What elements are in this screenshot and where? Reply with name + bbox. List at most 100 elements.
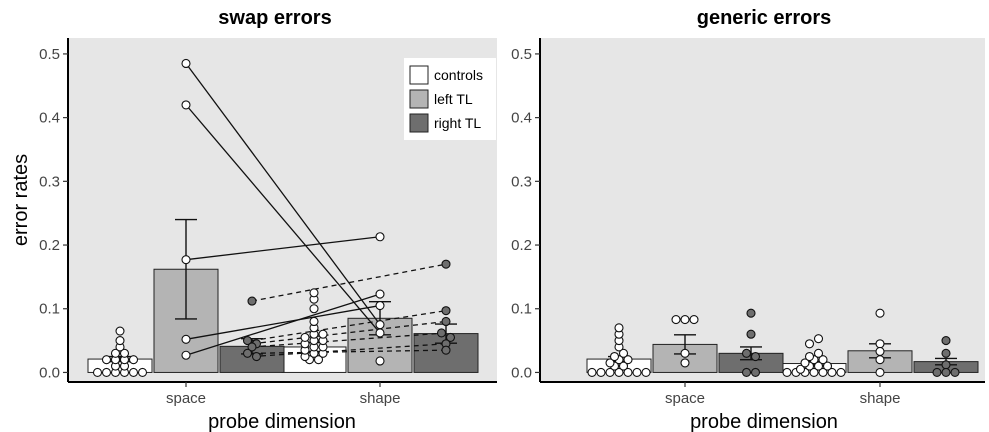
- generic-errors-panel: generic errors probe dimension 0.0 0.1 0.2…: [511, 7, 985, 432]
- data-point: [128, 355, 139, 365]
- data-point: [875, 346, 885, 356]
- y-tick-label: 0.3: [511, 173, 532, 190]
- data-point: [441, 306, 451, 316]
- paired-line: [251, 320, 447, 345]
- data-point: [309, 288, 319, 298]
- data-point: [950, 367, 960, 377]
- data-point: [836, 367, 846, 377]
- data-point: [375, 232, 385, 242]
- data-point: [441, 345, 451, 355]
- panel-title: swap errors: [218, 7, 331, 29]
- data-point: [445, 332, 456, 342]
- plot-background: [540, 38, 985, 382]
- legend-swatch: [409, 89, 429, 109]
- legend-swatch: [409, 113, 429, 133]
- data-point: [181, 334, 191, 344]
- legend-label: right TL: [434, 115, 481, 131]
- data-point: [596, 367, 606, 377]
- data-point: [932, 367, 942, 377]
- data-point: [181, 58, 191, 69]
- data-point: [242, 336, 253, 346]
- y-tick-label: 0.1: [39, 301, 60, 318]
- data-point: [818, 367, 828, 377]
- data-point: [605, 367, 615, 377]
- data-point: [741, 367, 752, 377]
- data-point: [875, 355, 885, 365]
- y-axis-label: error rates: [10, 154, 32, 246]
- panel-title: generic errors: [697, 7, 832, 29]
- data-point: [181, 350, 191, 360]
- data-point: [181, 255, 191, 265]
- data-point: [375, 328, 385, 338]
- data-point: [605, 358, 615, 368]
- data-point: [623, 355, 633, 365]
- data-point: [680, 348, 690, 358]
- data-point: [614, 323, 624, 333]
- data-point: [795, 364, 806, 374]
- x-tick-label: space: [166, 390, 206, 407]
- data-point: [632, 367, 642, 377]
- data-point: [750, 367, 761, 377]
- data-point: [247, 296, 257, 306]
- data-point: [128, 367, 139, 377]
- y-tick-label: 0.3: [39, 173, 60, 190]
- paired-line: [251, 343, 447, 358]
- data-point: [941, 348, 951, 358]
- data-point: [137, 367, 148, 377]
- data-point: [115, 336, 125, 346]
- data-point: [750, 351, 761, 362]
- x-axis-label: probe dimension: [208, 411, 356, 432]
- legend-swatch: [409, 65, 429, 85]
- data-point: [941, 360, 951, 370]
- data-point: [618, 361, 629, 371]
- data-point: [818, 355, 828, 365]
- data-point: [115, 326, 125, 336]
- paired-line: [185, 236, 381, 261]
- legend-label: controls: [434, 67, 483, 83]
- paired-line: [251, 332, 447, 348]
- data-point: [822, 361, 833, 371]
- data-point: [618, 348, 629, 358]
- paired-line: [185, 293, 381, 356]
- data-point: [441, 316, 451, 327]
- y-tick-label: 0.0: [511, 364, 532, 381]
- data-point: [746, 329, 756, 339]
- data-point: [804, 351, 815, 362]
- y-tick-label: 0.0: [39, 364, 60, 381]
- swap-errors-panel: swap errors error rates probe dimension …: [10, 7, 497, 432]
- data-point: [689, 315, 699, 325]
- data-point: [941, 336, 951, 346]
- data-point: [300, 332, 310, 342]
- x-tick-label: shape: [360, 390, 401, 407]
- y-tick-label: 0.2: [39, 237, 60, 254]
- y-tick-label: 0.4: [511, 110, 532, 127]
- data-point: [614, 367, 624, 377]
- data-point: [680, 358, 690, 368]
- y-tick-label: 0.5: [39, 46, 60, 63]
- data-point: [309, 316, 319, 327]
- data-point: [251, 351, 262, 362]
- data-point: [441, 259, 451, 269]
- data-point: [641, 367, 651, 377]
- data-point: [782, 367, 792, 377]
- data-point: [92, 367, 103, 377]
- data-point: [804, 339, 815, 349]
- y-tick-label: 0.1: [511, 301, 532, 318]
- data-point: [436, 328, 447, 338]
- data-point: [101, 355, 112, 365]
- data-point: [875, 367, 885, 377]
- data-point: [809, 367, 819, 377]
- data-point: [101, 367, 112, 377]
- data-point: [375, 320, 385, 330]
- data-point: [623, 367, 633, 377]
- y-tick-label: 0.4: [39, 110, 60, 127]
- data-point: [746, 308, 756, 318]
- data-point: [309, 304, 319, 314]
- data-point: [813, 361, 824, 371]
- data-point: [119, 348, 130, 358]
- data-point: [800, 358, 810, 368]
- data-point: [671, 315, 681, 325]
- data-point: [375, 289, 385, 299]
- data-point: [242, 348, 253, 358]
- data-point: [375, 301, 385, 311]
